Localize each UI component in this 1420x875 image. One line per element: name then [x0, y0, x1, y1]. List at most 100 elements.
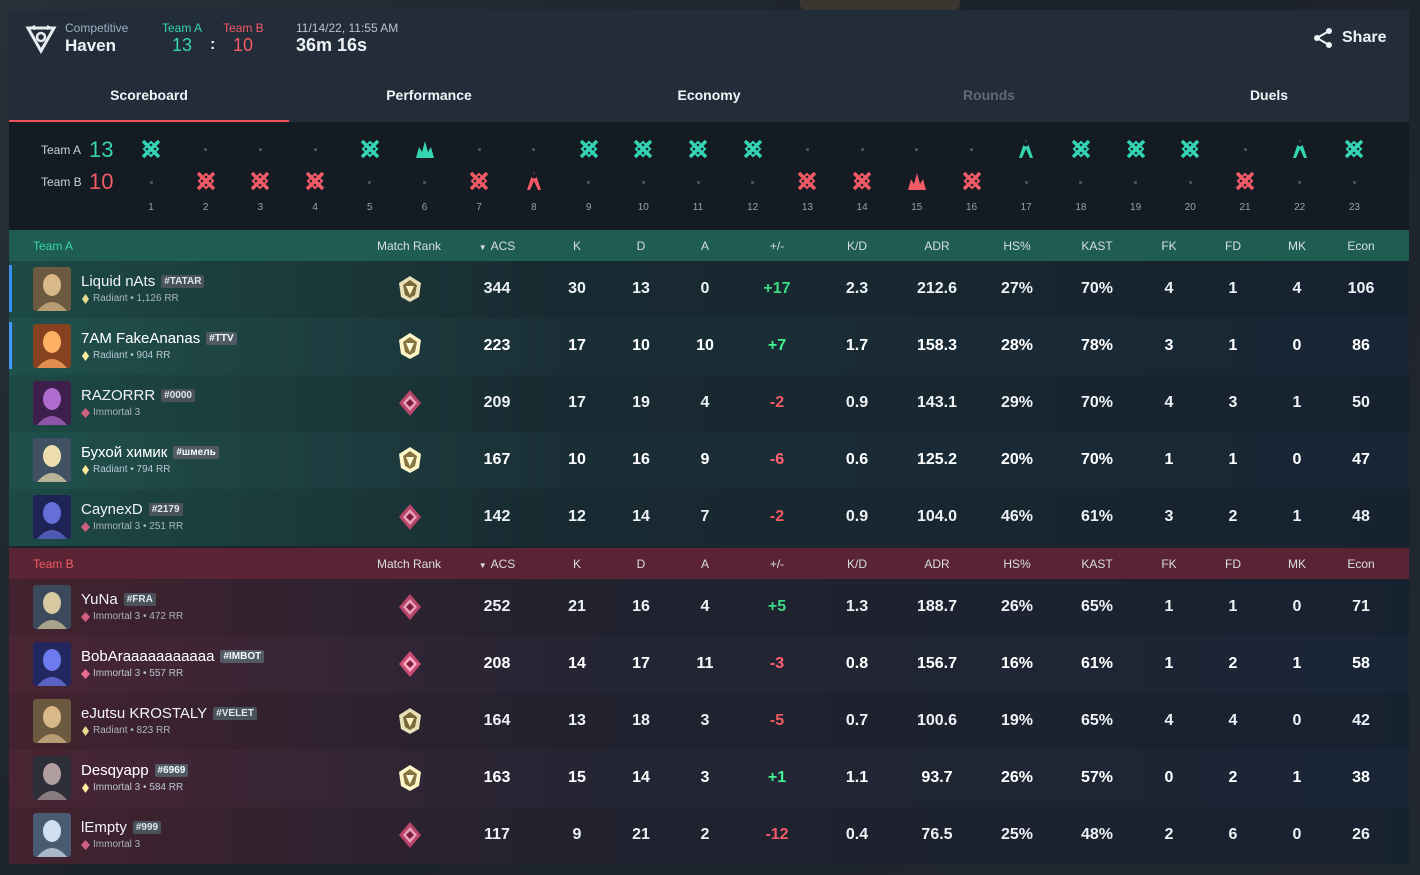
stat-k: 10 — [568, 451, 586, 468]
col-d[interactable]: D — [636, 556, 646, 571]
immortal-icon — [398, 503, 422, 531]
stat-kd: 1.1 — [845, 769, 869, 786]
col-econ[interactable]: Econ — [1347, 238, 1375, 253]
stat-adr: 188.7 — [916, 598, 958, 615]
team-a-label: Team A — [162, 21, 203, 35]
col-hs[interactable]: HS% — [1003, 238, 1031, 253]
spike-defuse-icon[interactable] — [1289, 138, 1311, 160]
col-hs[interactable]: HS% — [1003, 556, 1031, 571]
player-row[interactable]: Desqyapp #6969 Immortal 3 • 584 RR 163 15 14 3… — [9, 750, 1409, 807]
col-fd[interactable]: FD — [1225, 238, 1241, 253]
player-row[interactable]: lEmpty #999 Immortal 3 117 9 21 2 -12 0.4 76.5 25%… — [9, 807, 1409, 864]
col-econ[interactable]: Econ — [1347, 556, 1375, 571]
elimination-icon[interactable] — [632, 138, 654, 160]
col-mk[interactable]: MK — [1288, 238, 1306, 253]
elimination-icon[interactable] — [304, 170, 326, 192]
col-acs[interactable]: ▼ ACS — [467, 557, 527, 571]
spike-defuse-icon[interactable] — [1015, 138, 1037, 160]
player-name[interactable]: BobAraaaaaaaaaaa #IMBOT — [81, 648, 265, 665]
col-acs-label: ACS — [490, 556, 516, 571]
col-d[interactable]: D — [636, 238, 646, 253]
player-tag: #0000 — [161, 389, 195, 402]
elimination-icon[interactable] — [796, 170, 818, 192]
tab-economy[interactable]: Economy — [677, 87, 741, 103]
player-name[interactable]: eJutsu KROSTALY #VELET — [81, 705, 257, 722]
spike-detonate-icon[interactable] — [906, 170, 928, 192]
share-button[interactable]: Share — [1312, 26, 1386, 50]
elimination-icon[interactable] — [1179, 138, 1201, 160]
col-k[interactable]: K — [572, 556, 581, 571]
round-placeholder-dot — [423, 181, 426, 184]
player-row[interactable]: YuNa #FRA Immortal 3 • 472 RR 252 21 16 4 +5 1.3… — [9, 579, 1409, 636]
player-rank-info: Immortal 3 — [81, 839, 140, 850]
round-number: 17 — [1020, 202, 1032, 213]
selected-indicator — [9, 322, 12, 369]
round-placeholder-dot — [532, 148, 536, 151]
team-name: Team A — [33, 238, 74, 253]
elimination-icon[interactable] — [140, 138, 162, 160]
stat-kast: 65% — [1080, 712, 1114, 729]
player-row[interactable]: BobAraaaaaaaaaaa #IMBOT Immortal 3 • 557 R… — [9, 636, 1409, 693]
tab-duels[interactable]: Duels — [1249, 87, 1289, 103]
player-name[interactable]: Бухой химик #шмель — [81, 444, 219, 461]
player-name[interactable]: YuNa #FRA — [81, 591, 156, 608]
col-adr[interactable]: ADR — [924, 556, 950, 571]
team-a-score: 13 — [172, 35, 193, 55]
timeline-team-b-score: 10 — [89, 169, 114, 194]
player-name[interactable]: 7AM FakeAnanas #TTV — [81, 330, 237, 347]
col-a[interactable]: A — [700, 238, 709, 253]
player-name[interactable]: RAZORRR #0000 — [81, 387, 195, 404]
col-acs[interactable]: ▼ ACS — [467, 239, 527, 253]
elimination-icon[interactable] — [578, 138, 600, 160]
player-name[interactable]: lEmpty #999 — [81, 819, 162, 836]
elimination-icon[interactable] — [249, 170, 271, 192]
player-row[interactable]: Бухой химик #шмель Radiant • 794 RR 167 10 16… — [9, 432, 1409, 489]
elimination-icon[interactable] — [1125, 138, 1147, 160]
player-row[interactable]: Liquid nAts #TATAR Radiant • 1,126 RR 344 30… — [9, 261, 1409, 318]
player-row[interactable]: eJutsu KROSTALY #VELET Radiant • 823 RR 164… — [9, 693, 1409, 750]
elimination-icon[interactable] — [1234, 170, 1256, 192]
elimination-icon[interactable] — [851, 170, 873, 192]
col-a[interactable]: A — [700, 556, 709, 571]
elimination-icon[interactable] — [1343, 138, 1365, 160]
elimination-icon[interactable] — [742, 138, 764, 160]
elimination-icon[interactable] — [195, 170, 217, 192]
player-name[interactable]: CaynexD #2179 — [81, 501, 183, 518]
col-kast[interactable]: KAST — [1081, 238, 1113, 253]
player-name[interactable]: Desqyapp #6969 — [81, 762, 189, 779]
player-rank-text: Immortal 3 • 251 RR — [93, 521, 184, 532]
spike-defuse-icon[interactable] — [523, 170, 545, 192]
elimination-icon[interactable] — [961, 170, 983, 192]
tab-scoreboard[interactable]: Scoreboard — [9, 68, 289, 122]
col-pm[interactable]: +/- — [769, 556, 785, 571]
stat-pm: -2 — [769, 508, 785, 525]
col-adr[interactable]: ADR — [924, 238, 950, 253]
map-name: Haven — [65, 36, 117, 55]
col-k[interactable]: K — [572, 238, 581, 253]
elimination-icon[interactable] — [1070, 138, 1092, 160]
col-fk[interactable]: FK — [1161, 238, 1177, 253]
col-pm[interactable]: +/- — [769, 238, 785, 253]
col-mk[interactable]: MK — [1288, 556, 1306, 571]
spike-detonate-icon[interactable] — [414, 138, 436, 160]
col-kd[interactable]: K/D — [846, 238, 867, 253]
col-match-rank[interactable]: Match Rank — [376, 556, 442, 571]
col-fk[interactable]: FK — [1161, 556, 1177, 571]
tab-performance[interactable]: Performance — [386, 87, 472, 103]
player-row[interactable]: 7AM FakeAnanas #TTV Radiant • 904 RR 223 17 1… — [9, 318, 1409, 375]
elimination-icon[interactable] — [687, 138, 709, 160]
player-row[interactable]: RAZORRR #0000 Immortal 3 209 17 19 4 -2 0.9 143.1… — [9, 375, 1409, 432]
col-kast[interactable]: KAST — [1081, 556, 1113, 571]
player-name-text: RAZORRR — [81, 387, 156, 404]
col-fd[interactable]: FD — [1225, 556, 1241, 571]
player-name[interactable]: Liquid nAts #TATAR — [81, 273, 205, 290]
elimination-icon[interactable] — [468, 170, 490, 192]
elimination-icon[interactable] — [359, 138, 381, 160]
stat-pm: +1 — [767, 769, 787, 786]
stat-econ: 106 — [1347, 280, 1375, 297]
col-match-rank[interactable]: Match Rank — [376, 238, 442, 253]
col-kd[interactable]: K/D — [846, 556, 867, 571]
stat-hs: 26% — [1000, 769, 1034, 786]
stat-econ: 50 — [1352, 394, 1370, 411]
player-row[interactable]: CaynexD #2179 Immortal 3 • 251 RR 142 12 14 7-… — [9, 489, 1409, 546]
